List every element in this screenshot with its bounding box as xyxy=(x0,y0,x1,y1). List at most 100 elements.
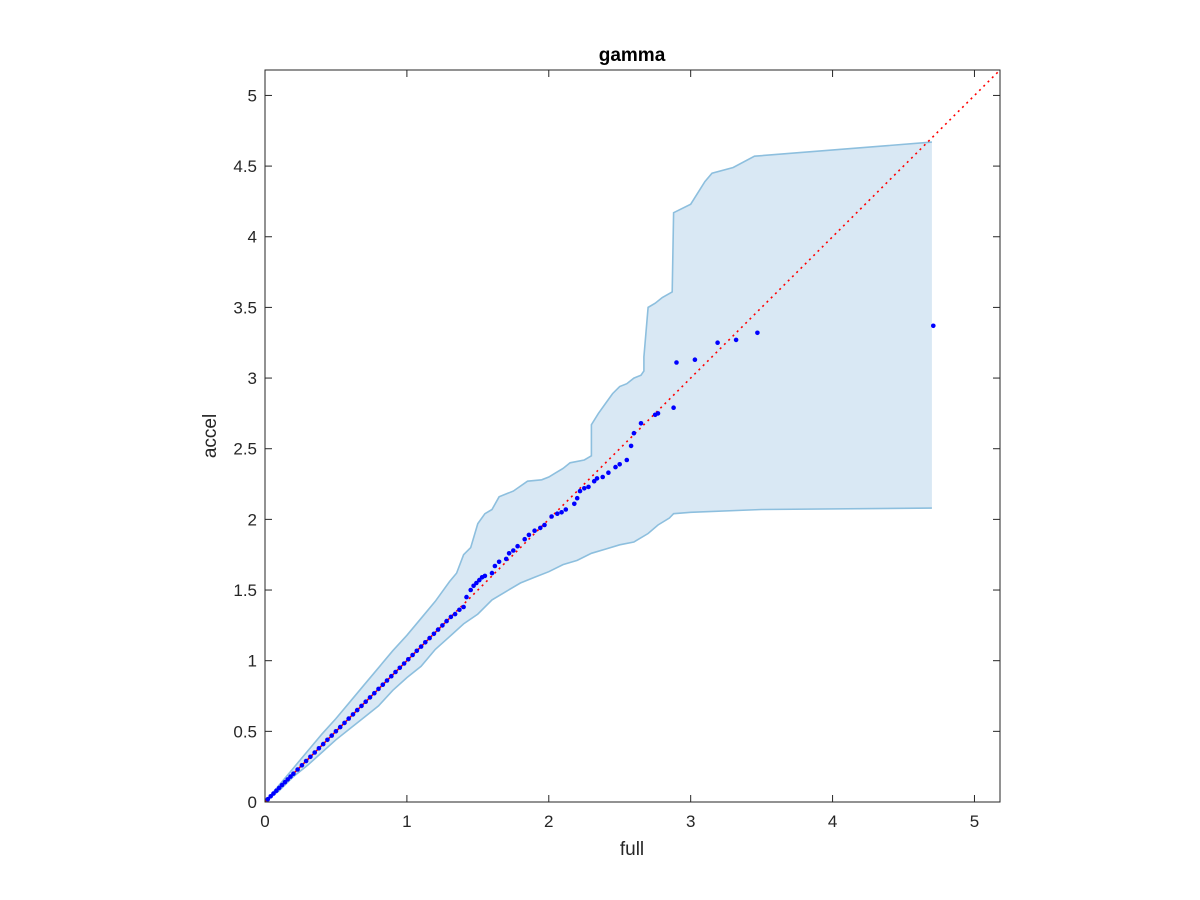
data-point xyxy=(457,607,462,613)
y-tick-label: 0 xyxy=(248,793,257,812)
band-lower-edge xyxy=(264,507,932,803)
data-point xyxy=(393,669,398,675)
reference-line xyxy=(264,69,1001,803)
plot-frame xyxy=(264,69,1001,803)
data-point xyxy=(448,614,454,620)
data-point xyxy=(549,514,554,519)
data-point xyxy=(418,644,424,649)
data-point xyxy=(613,464,618,470)
axes-frame xyxy=(264,69,1001,803)
data-point xyxy=(591,478,597,484)
data-point xyxy=(380,682,386,687)
data-point xyxy=(303,758,309,764)
y-tick-label: 3 xyxy=(248,369,257,388)
data-point xyxy=(674,360,679,365)
data-point xyxy=(427,635,432,641)
y-tick-label: 2.5 xyxy=(233,440,257,459)
data-point xyxy=(532,528,537,533)
data-point xyxy=(288,774,293,779)
data-point xyxy=(312,750,318,755)
data-point xyxy=(464,594,469,600)
data-point xyxy=(279,782,285,788)
data-point xyxy=(333,729,339,734)
data-point xyxy=(431,631,437,637)
data-point xyxy=(367,695,373,700)
data-point xyxy=(363,699,369,704)
data-point xyxy=(423,640,428,645)
y-tick-label: 2 xyxy=(248,510,257,529)
data-point xyxy=(577,488,583,494)
data-point xyxy=(282,779,288,785)
data-point xyxy=(511,548,516,553)
data-point xyxy=(440,623,445,628)
x-axis-ticks: 0 1 2 3 4 5 xyxy=(260,70,979,831)
data-point xyxy=(265,796,271,802)
y-axis-label: accel xyxy=(200,414,221,458)
y-tick-label: 1 xyxy=(248,652,257,671)
data-point xyxy=(271,791,276,796)
data-point xyxy=(594,476,600,481)
data-point xyxy=(401,661,407,666)
data-point xyxy=(624,457,630,463)
data-point xyxy=(285,777,291,782)
x-tick-label: 2 xyxy=(544,812,553,831)
data-point xyxy=(291,771,296,776)
data-point xyxy=(477,577,482,583)
data-point xyxy=(538,525,543,531)
data-point xyxy=(638,421,644,426)
data-points-layer xyxy=(265,323,936,802)
data-point xyxy=(489,570,495,576)
data-point xyxy=(503,556,509,562)
data-point xyxy=(474,580,479,586)
y-tick-label: 5 xyxy=(248,86,257,105)
data-point xyxy=(295,767,300,772)
x-tick-label: 5 xyxy=(970,812,979,831)
data-point xyxy=(444,618,449,624)
data-point xyxy=(410,652,415,658)
data-point xyxy=(337,724,343,730)
data-point xyxy=(574,495,580,501)
data-point xyxy=(397,665,403,671)
data-point xyxy=(715,340,720,346)
data-point xyxy=(482,573,488,579)
data-point xyxy=(506,551,512,556)
data-point xyxy=(559,510,564,515)
data-point xyxy=(329,733,335,738)
data-point xyxy=(384,678,390,683)
band-upper-edge xyxy=(264,141,932,803)
data-point xyxy=(308,754,313,760)
data-point xyxy=(389,673,394,679)
data-point xyxy=(555,511,560,516)
y-tick-label: 4 xyxy=(248,228,257,247)
data-point xyxy=(452,611,458,617)
reference-line-layer xyxy=(264,69,1001,803)
y-tick-label: 4.5 xyxy=(233,157,257,176)
data-point xyxy=(320,741,326,747)
data-point xyxy=(515,543,520,549)
data-point xyxy=(586,484,591,490)
data-point xyxy=(299,763,305,768)
data-point xyxy=(671,405,676,411)
data-point xyxy=(461,604,466,610)
data-point xyxy=(655,411,661,416)
data-point xyxy=(600,474,605,480)
data-point xyxy=(268,794,274,799)
data-point xyxy=(582,486,587,491)
data-point xyxy=(617,462,622,467)
data-point xyxy=(350,712,356,717)
data-point xyxy=(274,788,279,793)
x-tick-label: 0 xyxy=(260,812,269,831)
data-point xyxy=(316,746,322,751)
data-point xyxy=(692,357,698,363)
y-axis-ticks: 0 0.5 1 1.5 2 2.5 3 3.5 4 4.5 5 xyxy=(233,86,1000,812)
data-point xyxy=(468,587,474,593)
data-point xyxy=(406,657,411,662)
data-point xyxy=(631,430,637,436)
x-tick-label: 1 xyxy=(402,812,411,831)
data-point xyxy=(471,583,476,589)
data-point xyxy=(342,720,347,726)
data-point xyxy=(376,686,381,692)
data-point xyxy=(414,648,420,654)
data-point xyxy=(496,559,502,565)
data-point xyxy=(359,703,364,709)
